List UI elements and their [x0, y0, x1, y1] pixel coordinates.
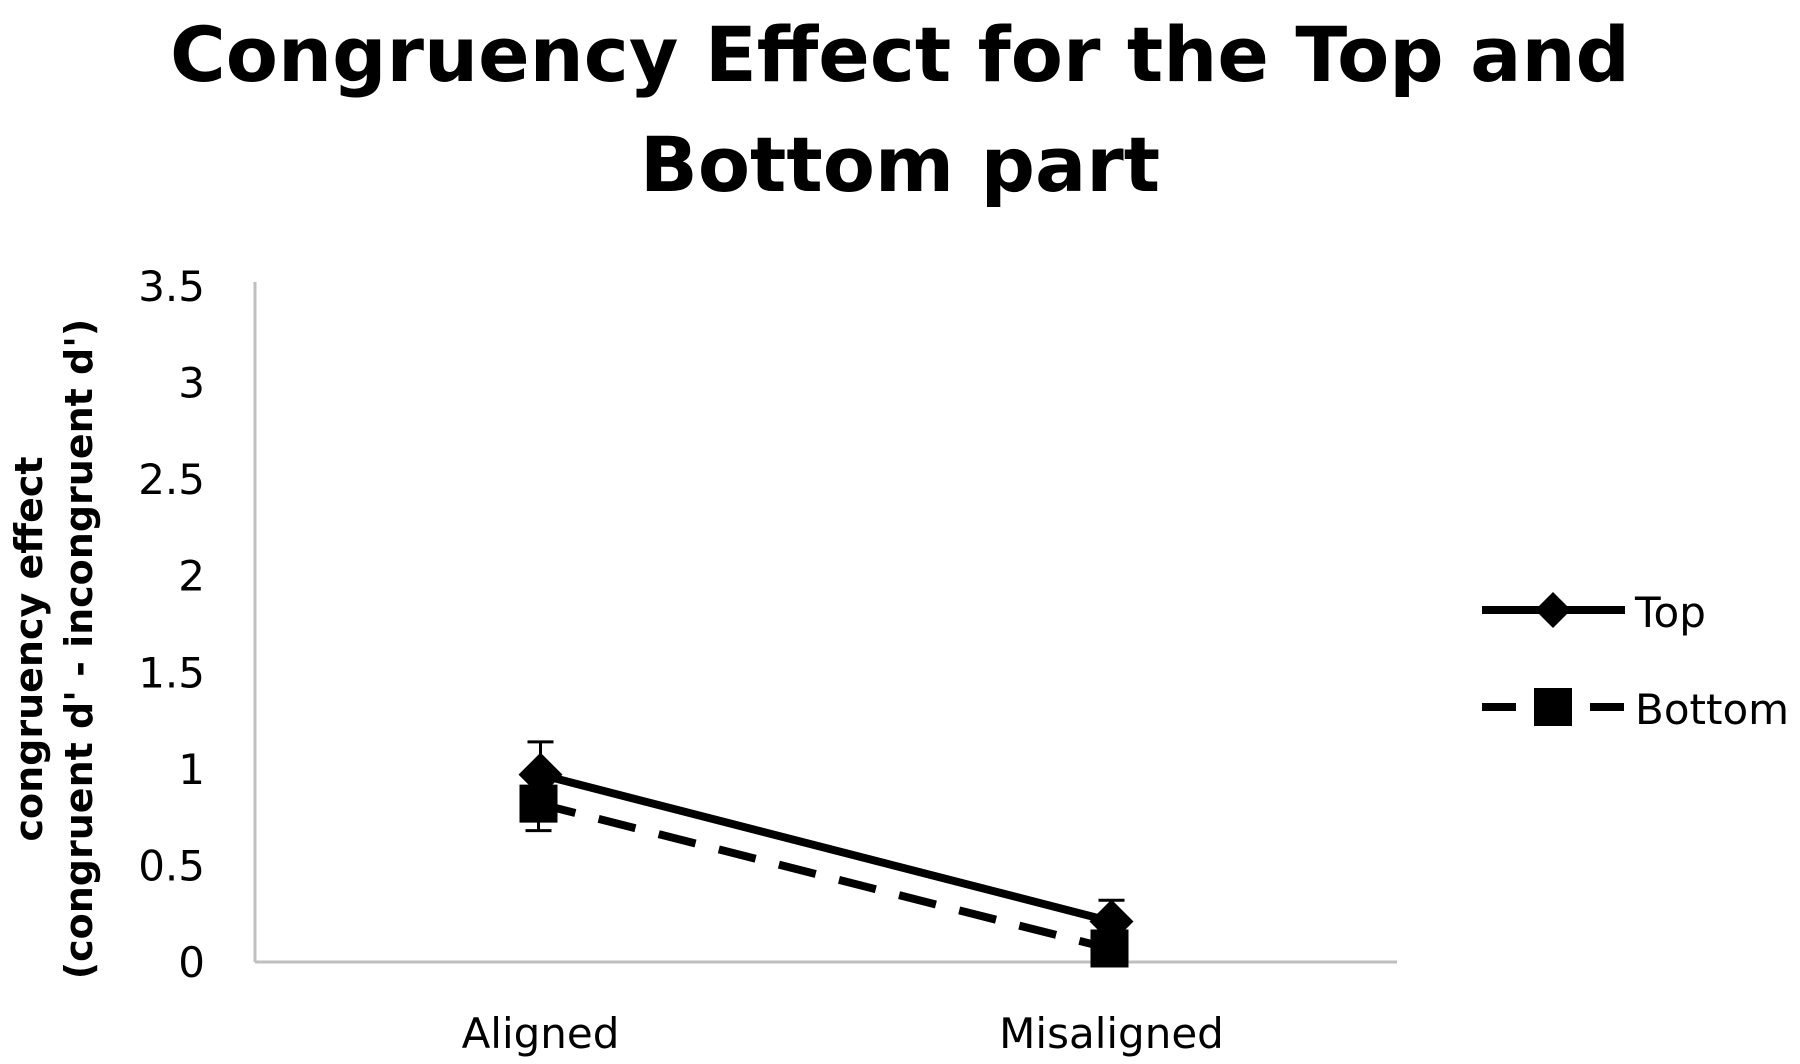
- y-tick-label: 3.5: [138, 262, 205, 311]
- series-bottom: [519, 775, 1129, 968]
- legend-label-bottom: Bottom: [1635, 685, 1790, 734]
- chart-title-line-2: Bottom part: [639, 120, 1161, 209]
- y-tick-label: 0: [178, 938, 205, 987]
- legend-swatch-top: [1482, 592, 1625, 628]
- y-tick-labels: 0 0.5 1 1.5 2 2.5 3 3.5: [138, 262, 205, 987]
- y-tick-label: 1: [178, 745, 205, 794]
- series-line: [539, 770, 1113, 926]
- y-axis-title: congruency effect (congruent d' - incongr…: [7, 319, 101, 980]
- series-line: [537, 799, 1111, 953]
- y-tick-label: 2: [178, 552, 205, 601]
- legend-swatch-bottom: [1482, 688, 1625, 726]
- y-tick-label: 2.5: [138, 455, 205, 504]
- chart-title: Congruency Effect for the Top and Bottom…: [0, 0, 1800, 220]
- y-axis-title-line: (congruent d' - incongruent d'): [57, 319, 101, 980]
- chart-series: [518, 740, 1134, 968]
- data-point-square: [519, 784, 558, 823]
- x-tick-label: Aligned: [462, 1009, 620, 1058]
- chart-title-line-1: Congruency Effect for the Top and: [170, 10, 1630, 99]
- y-axis-title-line: congruency effect: [7, 456, 51, 841]
- x-tick-label: Misaligned: [999, 1009, 1224, 1058]
- diamond-marker-icon: [1535, 592, 1571, 628]
- series-top: [518, 740, 1134, 945]
- square-marker-icon: [1534, 688, 1572, 726]
- data-point-square: [1090, 929, 1129, 968]
- chart-legend: Top Bottom: [1480, 580, 1800, 760]
- legend-item-bottom: Bottom: [1480, 677, 1800, 737]
- y-tick-label: 3: [178, 359, 205, 408]
- chart-axes: [253, 282, 1397, 964]
- legend-label-top: Top: [1635, 588, 1706, 637]
- legend-item-top: Top: [1480, 580, 1800, 640]
- y-tick-label: 0.5: [138, 841, 205, 890]
- x-tick-labels: Aligned Misaligned: [462, 1009, 1224, 1058]
- y-tick-label: 1.5: [138, 648, 205, 697]
